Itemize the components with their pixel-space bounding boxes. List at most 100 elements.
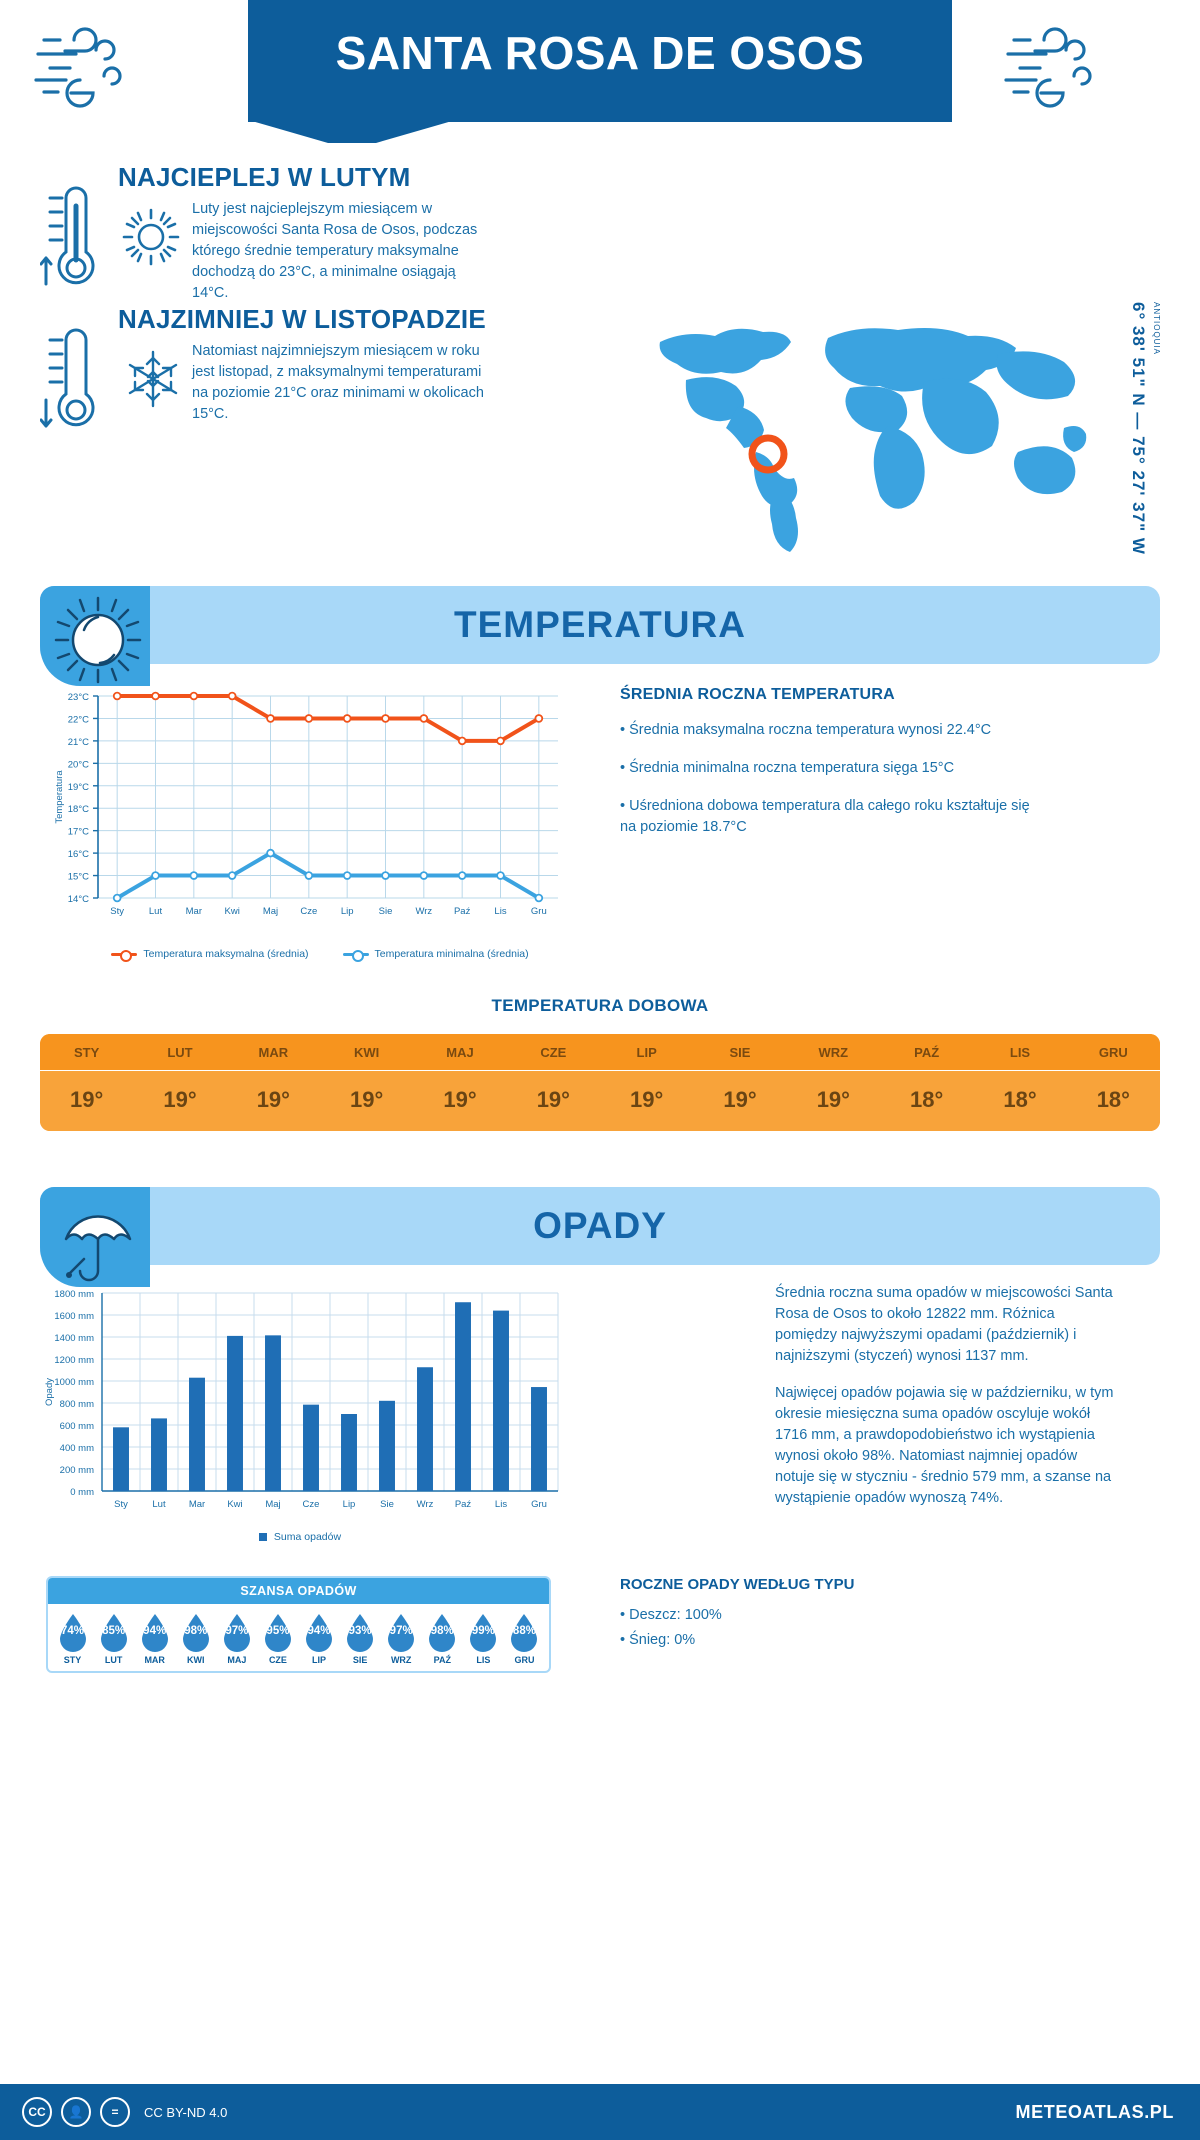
precipitation-banner: OPADY	[40, 1187, 1160, 1287]
chance-of-precipitation-box: SZANSA OPADÓW 74% STY 85% LUT 94% MAR 98% KWI 97…	[46, 1576, 551, 1673]
svg-text:14°C: 14°C	[68, 894, 89, 905]
brand-label: METEOATLAS.PL	[1015, 2101, 1174, 2122]
daily-temp-month: LUT	[133, 1034, 227, 1071]
chance-cell: 97% WRZ	[381, 1612, 422, 1665]
type-snow: • Śnieg: 0%	[620, 1631, 696, 1648]
chance-cell: 95% CZE	[257, 1612, 298, 1665]
precipitation-paragraph: Najwięcej opadów pojawia się w październ…	[775, 1385, 1114, 1507]
wind-icon	[1000, 18, 1120, 123]
temperature-summary-title: ŚREDNIA ROCZNA TEMPERATURA	[620, 686, 895, 703]
temperature-summary: ŚREDNIA ROCZNA TEMPERATURA • Średnia mak…	[620, 686, 1040, 855]
water-drop-icon: 97%	[220, 1612, 254, 1654]
page-header: SANTA ROSA DE OSOS KOLUMBIA	[0, 0, 1200, 152]
daily-temp-value: 19°	[786, 1071, 880, 1131]
precipitation-chart-legend: Suma opadów	[30, 1531, 570, 1543]
svg-text:15°C: 15°C	[68, 872, 89, 883]
daily-temp-month: STY	[40, 1034, 134, 1071]
chance-cell: 74% STY	[52, 1612, 93, 1665]
snowflake-icon	[122, 348, 184, 415]
water-drop-icon: 98%	[179, 1612, 213, 1654]
water-drop-icon: 99%	[466, 1612, 500, 1654]
svg-text:Lis: Lis	[494, 906, 506, 917]
daily-temp-value: 19°	[226, 1071, 320, 1131]
chance-cell: 94% MAR	[134, 1612, 175, 1665]
chance-cell: 99% LIS	[463, 1612, 504, 1665]
intro-section: NAJCIEPLEJ W LUTYM Luty jest najcieplejs…	[0, 152, 1200, 572]
thermometer-down-icon	[39, 314, 112, 449]
license-label: CC BY-ND 4.0	[144, 2104, 228, 2120]
daily-temp-value: 18°	[880, 1071, 974, 1131]
svg-text:Wrz: Wrz	[415, 906, 432, 917]
chance-cell: 98% KWI	[175, 1612, 216, 1665]
country-label: KOLUMBIA	[556, 122, 644, 139]
daily-temp-month: KWI	[320, 1034, 414, 1071]
svg-text:Wrz: Wrz	[417, 1499, 434, 1510]
precipitation-types-box: ROCZNE OPADY WEDŁUG TYPU • Deszcz: 100% …	[620, 1576, 1040, 1652]
svg-text:200 mm: 200 mm	[60, 1465, 94, 1476]
chance-section: SZANSA OPADÓW 74% STY 85% LUT 94% MAR 98% KWI 97…	[0, 1576, 1200, 1706]
water-drop-icon: 94%	[302, 1612, 336, 1654]
water-drop-icon: 94%	[138, 1612, 172, 1654]
legend-item-max: Temperatura maksymalna (średnia)	[111, 948, 309, 962]
chance-cell: 94% LIP	[298, 1612, 339, 1665]
svg-text:18°C: 18°C	[68, 804, 89, 815]
coldest-block: NAJZIMNIEJ W LISTOPADZIE Natomiast najzi…	[39, 304, 580, 428]
daily-temp-value: 19°	[693, 1071, 787, 1131]
chance-title: SZANSA OPADÓW	[48, 1578, 549, 1604]
daily-temp-value: 19°	[413, 1071, 507, 1131]
coordinates-label: 6° 38' 51" N — 75° 27' 37" W	[1129, 302, 1148, 555]
daily-temp-value: 19°	[320, 1071, 414, 1131]
svg-text:19°C: 19°C	[68, 782, 89, 793]
daily-temp-month: LIP	[600, 1034, 694, 1071]
svg-text:Gru: Gru	[531, 906, 547, 917]
daily-temp-month: SIE	[693, 1034, 787, 1071]
temperature-line-chart: 14°C 15°C 16°C 17°C 18°C 19°C 20°C 21°C 22°C 23°C…	[46, 686, 566, 951]
svg-text:23°C: 23°C	[68, 692, 89, 703]
warmest-title: NAJCIEPLEJ W LUTYM	[118, 162, 411, 192]
legend-swatch-max	[111, 949, 138, 962]
svg-text:1800 mm: 1800 mm	[54, 1289, 94, 1300]
water-drop-icon: 85%	[97, 1612, 131, 1654]
chance-cell: 88% GRU	[504, 1612, 545, 1665]
precipitation-summary: Średnia roczna suma opadów w miejscowośc…	[775, 1283, 1120, 1525]
svg-text:17°C: 17°C	[68, 827, 89, 838]
page-title: SANTA ROSA DE OSOS	[335, 27, 865, 79]
daily-temp-month: PAŹ	[880, 1034, 974, 1071]
svg-text:Lis: Lis	[495, 1499, 507, 1510]
daily-temp-month: MAR	[226, 1034, 320, 1071]
svg-text:400 mm: 400 mm	[60, 1443, 94, 1454]
sun-icon	[50, 592, 146, 693]
chance-cell: 97% MAJ	[216, 1612, 257, 1665]
temperature-bullet: • Średnia minimalna roczna temperatura s…	[620, 760, 955, 777]
daily-temp-value: 19°	[506, 1071, 600, 1131]
legend-swatch-min	[342, 949, 369, 962]
temperature-banner: TEMPERATURA	[40, 586, 1160, 686]
wind-icon	[30, 18, 150, 123]
temperature-chart-section: 14°C 15°C 16°C 17°C 18°C 19°C 20°C 21°C 22°C 23°C…	[0, 686, 1200, 986]
daily-temp-month: GRU	[1066, 1034, 1160, 1071]
sun-icon	[120, 206, 182, 273]
svg-text:Paź: Paź	[455, 1499, 472, 1510]
license-badges: CC 👤 =	[22, 2097, 130, 2127]
temperature-bullet: • Uśredniona dobowa temperatura dla całe…	[620, 798, 1030, 836]
chance-grid: 74% STY 85% LUT 94% MAR 98% KWI 97% MAJ 95% CZE 94% L…	[48, 1604, 549, 1671]
daily-temp-value: 18°	[973, 1071, 1067, 1131]
page-footer: CC 👤 = CC BY-ND 4.0 METEOATLAS.PL	[0, 2084, 1200, 2140]
svg-text:Lip: Lip	[343, 1499, 356, 1510]
daily-temp-value: 19°	[600, 1071, 694, 1131]
daily-temp-month: CZE	[506, 1034, 600, 1071]
svg-text:Sie: Sie	[379, 906, 393, 917]
svg-text:Maj: Maj	[265, 1499, 280, 1510]
chance-cell: 98% PAŹ	[422, 1612, 463, 1665]
svg-text:1400 mm: 1400 mm	[54, 1333, 94, 1344]
svg-text:Sty: Sty	[114, 1499, 128, 1510]
svg-text:1200 mm: 1200 mm	[54, 1355, 94, 1366]
legend-item-min: Temperatura minimalna (średnia)	[342, 948, 529, 962]
daily-temperature-table: STY LUT MAR KWI MAJ CZE LIP SIE WRZ PAŹ LIS GRU 19° 1…	[40, 1034, 1160, 1131]
daily-temp-value: 19°	[133, 1071, 227, 1131]
precipitation-paragraph: Średnia roczna suma opadów w miejscowośc…	[775, 1285, 1113, 1365]
svg-text:Maj: Maj	[263, 906, 278, 917]
temperature-banner-title: TEMPERATURA	[454, 604, 746, 645]
temperature-chart-legend: Temperatura maksymalna (średnia) Tempera…	[60, 948, 580, 962]
legend-swatch-precip	[258, 1533, 267, 1541]
